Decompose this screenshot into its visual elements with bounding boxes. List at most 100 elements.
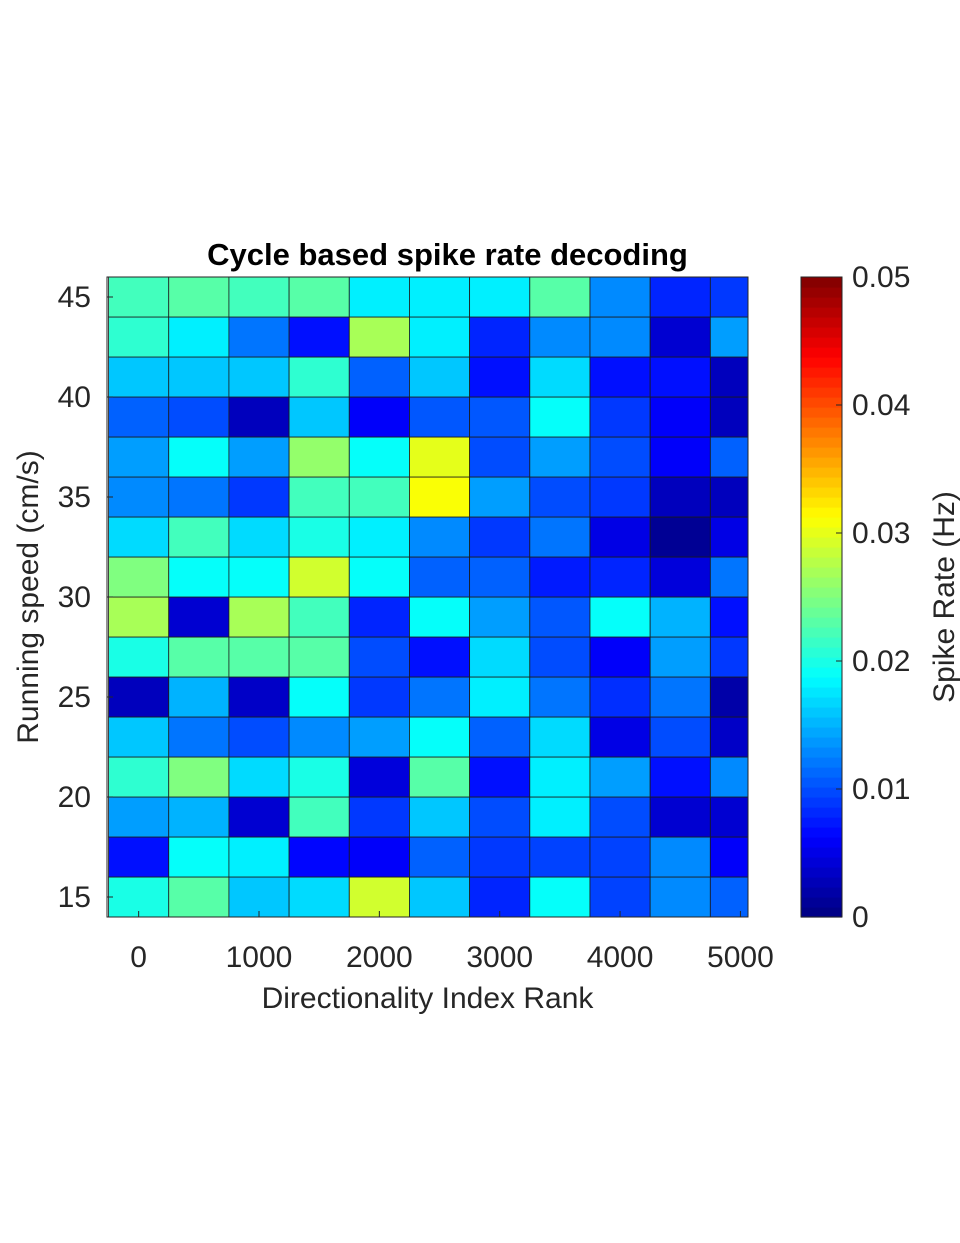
heatmap-cell — [108, 716, 170, 758]
colorbar-segment — [801, 487, 842, 498]
heatmap-cell — [529, 596, 591, 638]
heatmap-cell — [108, 356, 170, 398]
colorbar-segment — [801, 817, 842, 828]
heatmap-cell — [288, 756, 350, 798]
heatmap-cell — [168, 636, 230, 678]
heatmap-cell — [348, 436, 410, 478]
colorbar-segment — [801, 387, 842, 398]
heatmap-cell — [288, 396, 350, 438]
colorbar-frame — [800, 276, 843, 918]
colorbar-tick-label: 0.02 — [852, 645, 910, 678]
heatmap-cell — [108, 796, 170, 838]
heatmap-cell — [348, 756, 410, 798]
y-axis-label: Running speed (cm/s) — [12, 450, 45, 743]
colorbar-segment — [801, 477, 842, 488]
heatmap-cell — [228, 436, 290, 478]
heatmap-cell — [288, 876, 350, 917]
colorbar-segment — [801, 397, 842, 408]
y-tick-label: 30 — [58, 581, 91, 614]
heatmap-cell — [469, 596, 531, 638]
heatmap-cell — [469, 556, 531, 598]
heatmap-cell — [709, 756, 748, 798]
chart-title: Cycle based spike rate decoding — [207, 237, 688, 272]
heatmap-cell — [589, 316, 651, 358]
y-tick-label: 20 — [58, 781, 91, 814]
heatmap-cell — [649, 716, 711, 758]
heatmap-cell — [168, 396, 230, 438]
heatmap-cell — [469, 876, 531, 917]
colorbar-segment — [801, 407, 842, 418]
heatmap-cell — [108, 676, 170, 718]
heatmap-cell — [469, 636, 531, 678]
colorbar-segment — [801, 697, 842, 708]
heatmap-cell — [348, 316, 410, 358]
heatmap-cell — [288, 316, 350, 358]
heatmap-cell — [228, 596, 290, 638]
heatmap-cell — [108, 277, 170, 318]
colorbar-segment — [801, 517, 842, 528]
heatmap-cell — [589, 796, 651, 838]
heatmap-cell — [589, 636, 651, 678]
heatmap-cell — [589, 876, 651, 917]
heatmap-cell — [709, 316, 748, 358]
heatmap-cell — [228, 876, 290, 917]
colorbar — [800, 276, 843, 918]
heatmap-cell — [348, 516, 410, 558]
y-tick-label: 40 — [58, 381, 91, 414]
colorbar-tick-label: 0.04 — [852, 389, 910, 422]
colorbar-segment — [801, 607, 842, 618]
heatmap-cell — [469, 716, 531, 758]
colorbar-segment — [801, 437, 842, 448]
colorbar-segment — [801, 577, 842, 588]
heatmap-cell — [469, 356, 531, 398]
heatmap-cell — [529, 316, 591, 358]
colorbar-segment — [801, 897, 842, 908]
heatmap-cell — [108, 876, 170, 917]
heatmap-cell — [649, 676, 711, 718]
heatmap-cell — [469, 396, 531, 438]
colorbar-segment — [801, 887, 842, 898]
heatmap-cell — [649, 556, 711, 598]
heatmap-cell — [228, 556, 290, 598]
colorbar-segment — [801, 557, 842, 568]
colorbar-segment — [801, 767, 842, 778]
heatmap-cell — [168, 676, 230, 718]
colorbar-segment — [801, 447, 842, 458]
colorbar-segment — [801, 727, 842, 738]
heatmap-cell — [409, 356, 471, 398]
colorbar-segment — [801, 847, 842, 858]
heatmap-cell — [529, 836, 591, 878]
heatmap-cell — [409, 876, 471, 917]
heatmap-cell — [469, 796, 531, 838]
heatmap-cell — [709, 277, 748, 318]
heatmap-cell — [709, 476, 748, 518]
heatmap-cell — [288, 516, 350, 558]
heatmap-cell — [469, 476, 531, 518]
x-tick-label: 4000 — [587, 941, 654, 974]
colorbar-segment — [801, 867, 842, 878]
heatmap-cell — [529, 676, 591, 718]
heatmap-cell — [348, 716, 410, 758]
heatmap-cell — [348, 596, 410, 638]
heatmap-cell — [228, 636, 290, 678]
heatmap-cell — [409, 396, 471, 438]
heatmap-cell — [348, 277, 410, 318]
heatmap-cell — [529, 556, 591, 598]
colorbar-segment — [801, 717, 842, 728]
heatmap-cell — [529, 756, 591, 798]
heatmap-cell — [649, 836, 711, 878]
heatmap-cell — [409, 436, 471, 478]
colorbar-segment — [801, 707, 842, 718]
heatmap-cell — [288, 436, 350, 478]
heatmap-cell — [168, 796, 230, 838]
heatmap-cell — [649, 476, 711, 518]
heatmap-cell — [288, 356, 350, 398]
heatmap-cell — [348, 636, 410, 678]
colorbar-segment — [801, 827, 842, 838]
heatmap-cell — [168, 277, 230, 318]
heatmap-cell — [288, 716, 350, 758]
colorbar-segment — [801, 857, 842, 868]
colorbar-ticks: 0 0.01 0.02 0.03 0.04 0.05 — [836, 261, 910, 934]
heatmap-cell — [469, 836, 531, 878]
